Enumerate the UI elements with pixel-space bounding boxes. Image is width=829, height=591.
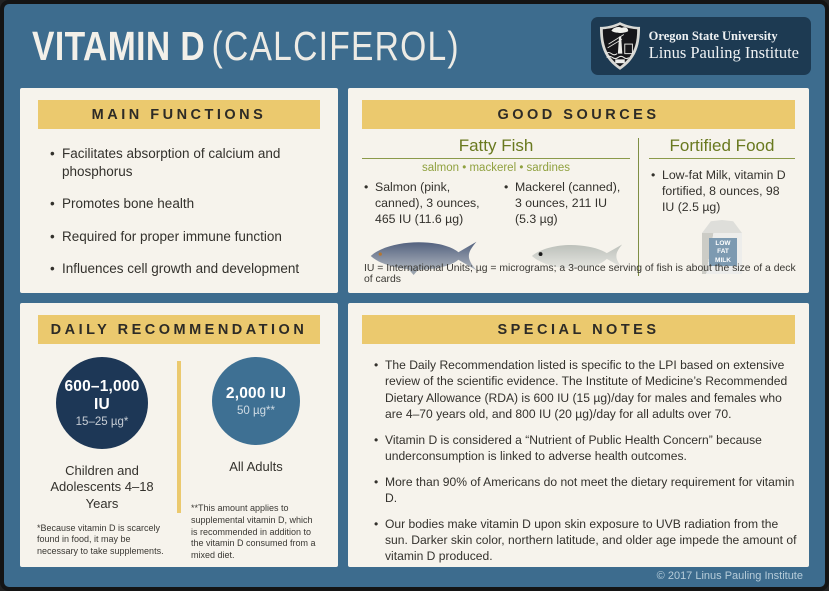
- list-item: Mackerel (canned), 3 ounces, 211 IU (5.3…: [502, 180, 630, 228]
- fatty-fish-section: Fatty Fish salmon • mackerel • sardines …: [362, 136, 630, 276]
- list-item: The Daily Recommendation listed is speci…: [372, 357, 801, 423]
- main-functions-list: Facilitates absorption of calcium and ph…: [48, 145, 328, 278]
- list-item: Vitamin D is considered a “Nutrient of P…: [372, 432, 801, 465]
- logo-text: Oregon State University Linus Pauling In…: [649, 30, 799, 61]
- special-notes-heading: SPECIAL NOTES: [362, 315, 795, 344]
- panel-good-sources: GOOD SOURCES Fatty Fish salmon • mackere…: [348, 88, 809, 293]
- panel-main-functions: MAIN FUNCTIONS Facilitates absorption of…: [20, 88, 338, 293]
- group-adults: 2,000 IU 50 µg** All Adults **This amoun…: [187, 357, 325, 562]
- good-sources-heading: GOOD SOURCES: [362, 100, 795, 129]
- main-functions-heading: MAIN FUNCTIONS: [38, 100, 320, 129]
- group-footnote: **This amount applies to supplemental vi…: [191, 503, 316, 560]
- title-vitamin-d: VITAMIN D: [32, 22, 206, 69]
- panel-special-notes: SPECIAL NOTES The Daily Recommendation l…: [348, 303, 809, 567]
- fatty-fish-items: Salmon (pink, canned), 3 ounces, 465 IU …: [362, 180, 630, 228]
- list-item: Influences cell growth and development: [48, 260, 328, 278]
- logo-institute-name: Linus Pauling Institute: [648, 42, 799, 62]
- milk-carton-label: LOW FAT MILK: [709, 237, 737, 266]
- fatty-fish-subtitle: salmon • mackerel • sardines: [421, 162, 571, 174]
- list-item: More than 90% of Americans do not meet t…: [372, 474, 801, 507]
- dose-amount: 600–1,000 IU: [64, 378, 140, 413]
- list-item: Facilitates absorption of calcium and ph…: [48, 145, 328, 180]
- salmon-fish-icon: [370, 241, 477, 276]
- mackerel-fish-icon: [531, 244, 623, 269]
- daily-recommendation-heading: DAILY RECOMMENDATION: [38, 315, 320, 344]
- fish-illustrations: [362, 236, 630, 276]
- dose-circle-children: 600–1,000 IU 15–25 µg*: [56, 357, 148, 449]
- milk-carton-illustration: LOW FAT MILK: [701, 219, 743, 274]
- good-sources-footnote: IU = International Units; µg = microgram…: [364, 263, 796, 285]
- osu-lpi-logo: Oregon State University Linus Pauling In…: [590, 17, 811, 75]
- page-title: VITAMIN D (CALCIFEROL): [32, 23, 460, 70]
- dose-circle-adults: 2,000 IU 50 µg**: [212, 357, 300, 445]
- list-item: Low-fat Milk, vitamin D fortified, 8 oun…: [649, 168, 795, 216]
- milk-carton-top: [702, 219, 742, 233]
- milk-carton-body: LOW FAT MILK: [702, 232, 742, 274]
- dose-micrograms: 15–25 µg*: [75, 416, 129, 428]
- title-calciferol: (CALCIFEROL): [211, 22, 460, 69]
- group-footnote: *Because vitamin D is scarcely found in …: [37, 522, 164, 557]
- vertical-divider: [638, 138, 639, 276]
- dose-amount: 2,000 IU: [225, 385, 287, 402]
- group-label: Children and Adolescents 4–18 Years: [50, 463, 154, 511]
- dose-micrograms: 50 µg**: [237, 405, 275, 417]
- group-label: All Adults: [229, 459, 283, 474]
- panel-daily-recommendation: DAILY RECOMMENDATION 600–1,000 IU 15–25 …: [20, 303, 338, 567]
- osu-crest-icon: [599, 22, 640, 70]
- fatty-fish-title: Fatty Fish: [362, 136, 630, 159]
- copyright-text: © 2017 Linus Pauling Institute: [656, 570, 803, 582]
- logo-university-name: Oregon State University: [648, 29, 778, 44]
- vertical-divider-gold: [177, 361, 181, 513]
- list-item: Promotes bone health: [48, 195, 328, 213]
- list-item: Required for proper immune function: [48, 228, 328, 246]
- fortified-food-section: Fortified Food Low-fat Milk, vitamin D f…: [649, 136, 795, 276]
- fortified-food-title: Fortified Food: [649, 136, 795, 159]
- good-sources-columns: Fatty Fish salmon • mackerel • sardines …: [362, 136, 795, 276]
- list-item: Salmon (pink, canned), 3 ounces, 465 IU …: [362, 180, 490, 228]
- panel-grid: MAIN FUNCTIONS Facilitates absorption of…: [4, 88, 825, 567]
- header: VITAMIN D (CALCIFEROL) Oregon State Unive…: [4, 4, 825, 88]
- list-item: Our bodies make vitamin D upon skin expo…: [372, 516, 801, 565]
- recommendation-groups: 600–1,000 IU 15–25 µg* Children and Adol…: [20, 357, 338, 562]
- special-notes-list: The Daily Recommendation listed is speci…: [372, 357, 801, 565]
- group-children: 600–1,000 IU 15–25 µg* Children and Adol…: [33, 357, 171, 562]
